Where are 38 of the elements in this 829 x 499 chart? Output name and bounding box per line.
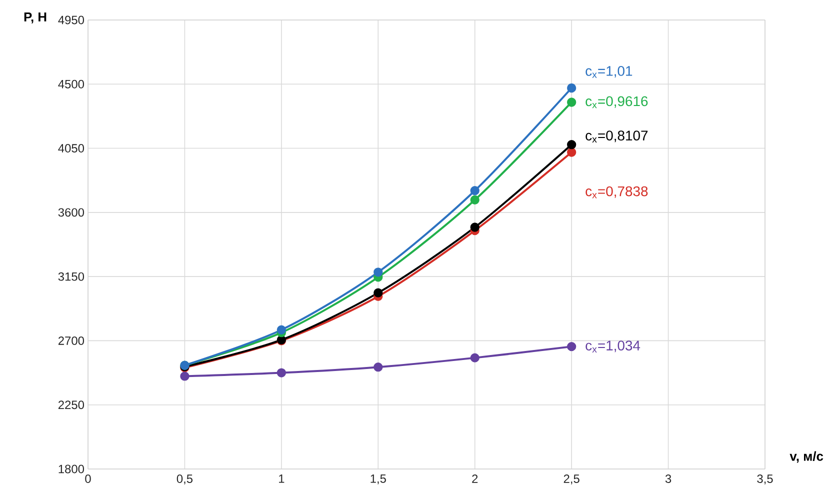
y-tick-label: 4500	[58, 80, 84, 88]
point	[470, 186, 480, 196]
point	[470, 353, 480, 362]
point	[374, 362, 383, 372]
x-tick-label: 1	[279, 474, 284, 483]
point	[180, 372, 190, 381]
point	[276, 368, 286, 378]
point	[566, 140, 576, 150]
point	[470, 195, 480, 204]
y-tick-label: 2700	[58, 336, 84, 345]
series-label: c$_{x}$=1,034	[586, 340, 640, 353]
x-tick-label: 0	[85, 474, 91, 483]
x-tick-label: 3	[665, 474, 672, 483]
point	[566, 83, 576, 93]
x-tick-label: 3,5	[757, 474, 773, 484]
point	[374, 288, 383, 298]
y-tick-label: 4950	[58, 16, 84, 24]
series-label: c$_{x}$=0,9616	[586, 96, 648, 108]
y-tick-label: 1800	[58, 464, 84, 474]
y-axis-title: P, Н	[24, 12, 46, 24]
series-label: c$_{x}$=1,01	[586, 66, 632, 78]
point	[566, 342, 576, 352]
x-tick-label: 0,5	[176, 474, 193, 484]
point	[276, 325, 286, 334]
point	[566, 148, 576, 157]
point	[374, 268, 383, 277]
x-tick-label: 2	[472, 474, 478, 483]
x-axis-title: v, м/с	[790, 451, 824, 463]
x-tick-label: 2,5	[564, 474, 580, 484]
y-tick-label: 4050	[58, 144, 84, 153]
y-tick-label: 3600	[58, 208, 84, 217]
point	[566, 98, 576, 107]
y-tick-label: 2250	[58, 400, 84, 410]
x-tick-label: 1,5	[370, 474, 386, 484]
point	[470, 222, 480, 232]
y-tick-label: 3150	[58, 272, 84, 281]
text: c$_{x}$=0,7838	[586, 186, 648, 198]
series-label: c$_{x}$=0,8107	[586, 130, 648, 143]
